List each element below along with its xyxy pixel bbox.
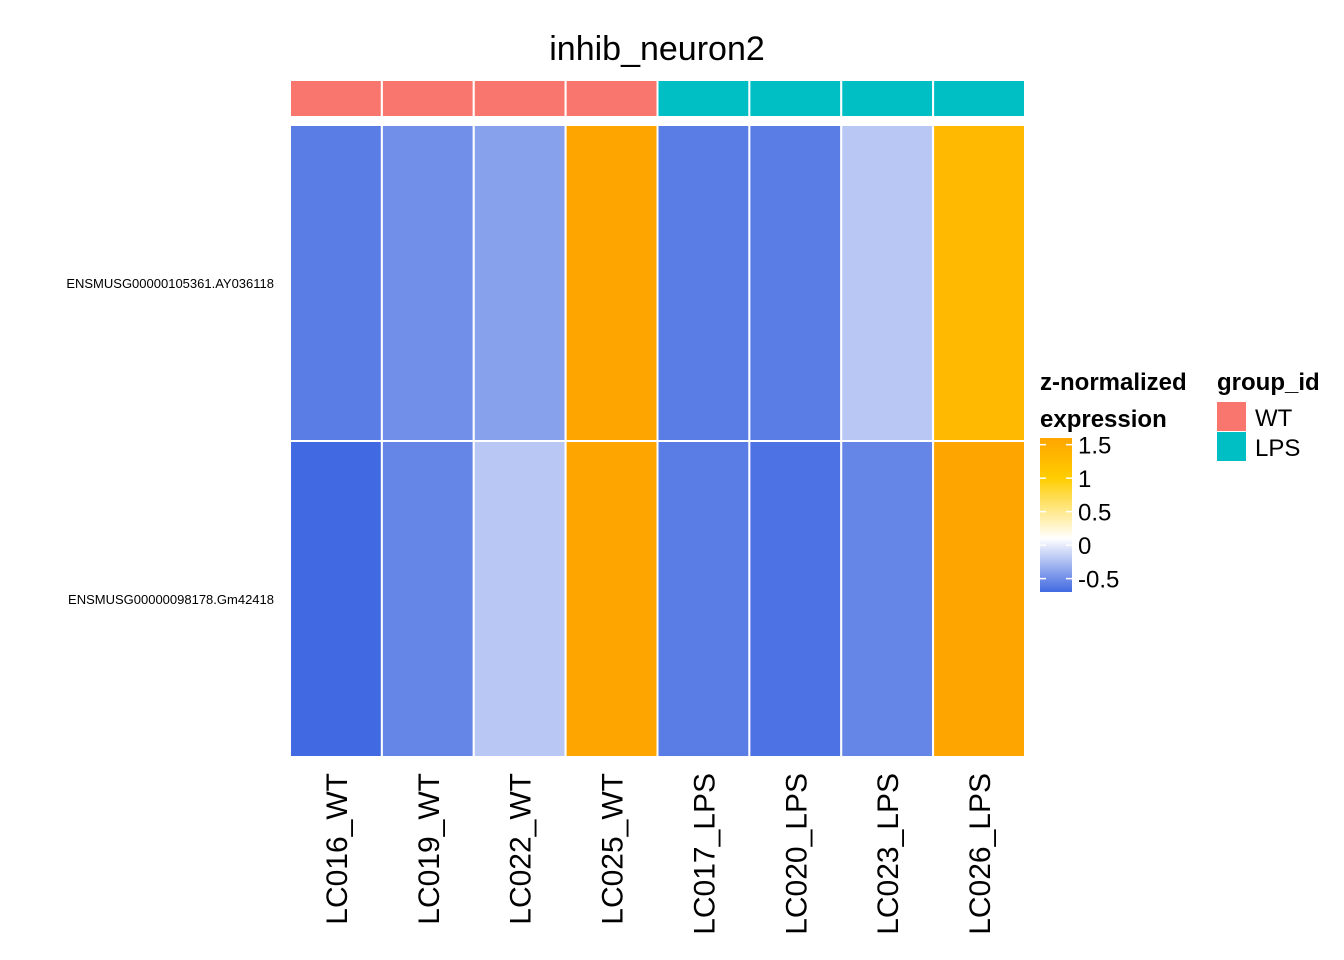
group-legend-label: WT [1255,405,1293,432]
heatmap-cell [748,124,843,442]
column-label: LC026_LPS [964,773,997,935]
column-labels: LC016_WT LC019_WT LC022_WT LC025_WT LC017_LP… [321,773,997,935]
column-label: LC016_WT [321,773,354,925]
heatmap-cell [932,124,1026,442]
group-annotation-cell [840,79,935,118]
color-scale-tick-label: 0.5 [1078,500,1111,527]
column-label: LC022_WT [505,773,538,925]
group-annotation-bar [289,79,1026,118]
color-scale-tick-label: 1 [1078,466,1091,493]
row-label: ENSMUSG00000098178.Gm42418 [68,592,274,607]
color-scale-title-line2: expression [1040,406,1167,433]
heatmap-cell [472,440,567,758]
heatmap-cell [380,440,475,758]
heatmap-cell [380,124,475,442]
heatmap-cell [932,440,1026,758]
heatmap-cell [289,440,383,758]
heatmap-cell [564,440,659,758]
heatmap-cell [656,124,751,442]
group-legend: group_id WT LPS [1217,369,1320,462]
heatmap-cell [748,440,843,758]
color-scale-tick-label: -0.5 [1078,567,1119,594]
column-label: LC019_WT [413,773,446,925]
group-annotation-cell [656,79,751,118]
heatmap-cell [289,124,383,442]
group-annotation-cell [564,79,659,118]
chart-title: inhib_neuron2 [549,30,765,68]
group-annotation-cell [472,79,567,118]
group-annotation-cell [289,79,383,118]
color-scale-legend: z-normalized expression 1.5 1 0.5 0 -0.5 [1040,369,1187,594]
column-label: LC023_LPS [872,773,905,935]
row-labels: ENSMUSG00000105361.AY036118 ENSMUSG000000… [66,276,274,607]
group-annotation-cell [748,79,843,118]
color-scale-bar [1040,438,1072,592]
group-legend-swatch [1217,402,1246,431]
group-legend-label: LPS [1255,435,1300,462]
heatmap-cell [840,124,935,442]
heatmap-cell [564,124,659,442]
color-scale-title-line1: z-normalized [1040,369,1187,396]
heatmap-cell [472,124,567,442]
group-annotation-cell [932,79,1026,118]
column-label: LC020_LPS [780,773,813,935]
color-scale-tick-label: 0 [1078,533,1091,560]
column-label: LC025_WT [597,773,630,925]
color-scale-tick-label: 1.5 [1078,433,1111,460]
group-legend-swatch [1217,432,1246,461]
column-label: LC017_LPS [688,773,721,935]
row-label: ENSMUSG00000105361.AY036118 [66,276,274,291]
heatmap-cell [656,440,751,758]
group-legend-title: group_id [1217,369,1320,396]
heatmap-cell [840,440,935,758]
group-annotation-cell [380,79,475,118]
heatmap-cells [289,124,1026,758]
